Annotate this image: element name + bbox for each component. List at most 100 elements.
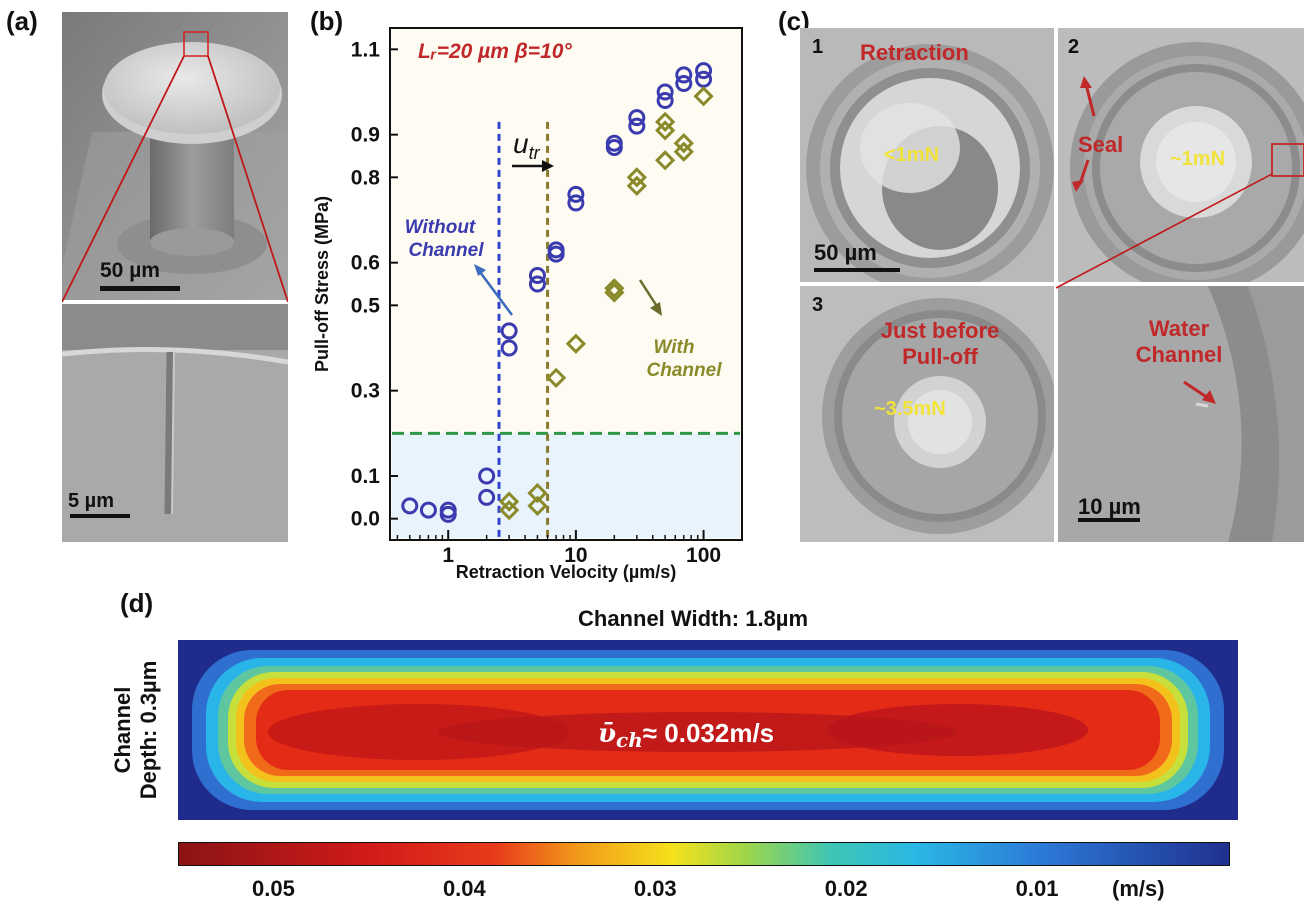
with-channel-point [673, 133, 694, 154]
with-channel-label: With Channel [647, 337, 723, 381]
zoom-line-c [1055, 173, 1273, 289]
with-channel-point [604, 278, 625, 299]
frame-3-index: 3 [812, 294, 824, 316]
y-tick-label: 0.6 [351, 252, 380, 275]
y-tick-label: 0.1 [351, 465, 381, 488]
without-channel-label: Without Channel [405, 217, 484, 261]
frame-zoom-title-line2: Channel [1135, 342, 1223, 367]
ylabel-line2: Depth: 0.3µm [136, 661, 161, 800]
frame-3: 3 Just before Pull-off ~3.5mN [800, 286, 1054, 542]
with-channel-point [499, 491, 520, 512]
without-channel-point [401, 497, 419, 515]
frame-1-scalebar: 50 µm [814, 240, 877, 265]
with-channel-point [499, 500, 520, 521]
panel-d-ylabel-svg: Channel Depth: 0.3µm [110, 661, 161, 800]
without-channel-point [528, 266, 546, 284]
without-channel-point [656, 92, 674, 110]
with-channel-point [626, 167, 647, 188]
with-channel-point [565, 333, 587, 354]
panel-a-label: (a) [6, 6, 38, 36]
y-tick-label: 0.0 [351, 508, 380, 531]
with-channel-point [545, 367, 567, 388]
frame-2: 2 Seal ~1mN [1058, 28, 1304, 282]
without-channel-point [605, 134, 623, 152]
x-axis-title: Retraction Velocity (µm/s) [456, 562, 676, 582]
without-channel-arrowhead [474, 264, 486, 276]
without-channel-point [628, 109, 646, 127]
frame-3-title-line1: Just before [880, 318, 1000, 343]
without-channel-point [567, 185, 585, 203]
y-tick-label: 0.9 [351, 124, 380, 147]
frame-3-title-line2: Pull-off [902, 344, 978, 369]
y-axis-title: Pull-off Stress (MPa) [312, 196, 332, 372]
frame-3-force: ~3.5mN [874, 398, 946, 420]
y-tick-label: 0.5 [351, 294, 381, 317]
frame-1-force: <1mN [884, 144, 940, 166]
without-channel-arrow [478, 271, 514, 316]
colorbar-tick-label: 0.02 [824, 876, 868, 901]
colorbar [178, 842, 1230, 866]
mean-velocity-label: ῡch≈ 0.032m/s [598, 718, 774, 752]
x-axis-ticks: 1 10 100 [396, 530, 743, 567]
with-channel-point [655, 150, 676, 171]
velocity-field: ῡch≈ 0.032m/s [178, 640, 1238, 820]
frame-1-image [800, 28, 1054, 282]
utr-label: utr [513, 128, 541, 163]
y-tick-label: 0.8 [351, 166, 381, 189]
y-axis-ticks: 0.0 0.1 0.3 0.5 0.6 0.8 0.9 1.1 [351, 38, 398, 531]
zoom-lines-a [62, 55, 288, 303]
with-channel-arrow [638, 279, 660, 309]
velocity-field-svg: ῡch≈ 0.032m/s [178, 640, 1238, 820]
frame-1-title: Retraction [860, 40, 969, 65]
without-channel-point [478, 467, 496, 485]
without-channel-point [478, 488, 496, 506]
frame-2-image [1058, 28, 1304, 282]
x-tick-label: 1 [442, 544, 454, 567]
frame-2-index: 2 [1068, 36, 1080, 58]
low-stress-shade [392, 433, 740, 538]
without-channel-point [675, 66, 693, 84]
with-channel-point [626, 175, 647, 196]
panel-d-ylabel: Channel Depth: 0.3µm [100, 640, 170, 820]
with-channel-point [527, 482, 548, 504]
scalebar-5um: 5 µm [68, 490, 114, 512]
ylabel-line1: Channel [110, 687, 135, 774]
with-channel-arrowhead [650, 302, 662, 316]
frame-3-image [800, 286, 1054, 542]
scalebar-50um-a: 50 µm [100, 259, 160, 282]
frame-2-force: ~1mN [1170, 148, 1226, 170]
colorbar-tick-label: 0.05 [252, 876, 295, 901]
with-channel-point [527, 495, 548, 516]
frame-zoom-scalebar: 10 µm [1078, 494, 1141, 519]
without-channel-point [567, 194, 585, 212]
panel-a-sem-top: 50 µm [62, 12, 288, 300]
x-tick-label: 10 [564, 544, 587, 567]
frame-1: 1 Retraction <1mN 50 µm [800, 28, 1054, 282]
panel-a-sem-zoom: 5 µm [62, 304, 288, 542]
without-channel-point [528, 275, 546, 293]
without-channel-point [695, 62, 713, 80]
frame-2-title: Seal [1078, 132, 1124, 157]
colorbar-tick-label: 0.01 [1015, 876, 1059, 901]
parameter-annotation: Lᵣ=20 µm β=10° [418, 40, 572, 63]
without-channel-point [656, 83, 674, 101]
with-channel-point [655, 111, 676, 132]
mushroom-pillar-image [62, 12, 288, 300]
colorbar-tick-label: 0.04 [442, 876, 486, 901]
frame-zoom-title-line1: Water [1148, 316, 1210, 341]
data-points [401, 62, 714, 523]
y-tick-label: 0.3 [351, 380, 380, 403]
panel-d-title: Channel Width: 1.8µm [578, 606, 809, 631]
frame-zoom-image [1058, 286, 1304, 542]
without-channel-point [628, 117, 646, 135]
with-channel-point [693, 86, 714, 107]
panel-d-label: (d) [120, 588, 154, 618]
x-tick-label: 100 [686, 544, 721, 567]
with-channel-point [673, 141, 694, 162]
without-channel-point [547, 241, 565, 259]
without-channel-point [500, 322, 518, 340]
pull-off-stress-chart: 0.0 0.1 0.3 0.5 0.6 0.8 0.9 1.1 1 10 100 Lᵣ=20 µm… [312, 27, 743, 582]
panel-b-label: (b) [310, 6, 344, 36]
y-tick-label: 1.1 [351, 38, 381, 61]
without-channel-point [500, 339, 518, 357]
